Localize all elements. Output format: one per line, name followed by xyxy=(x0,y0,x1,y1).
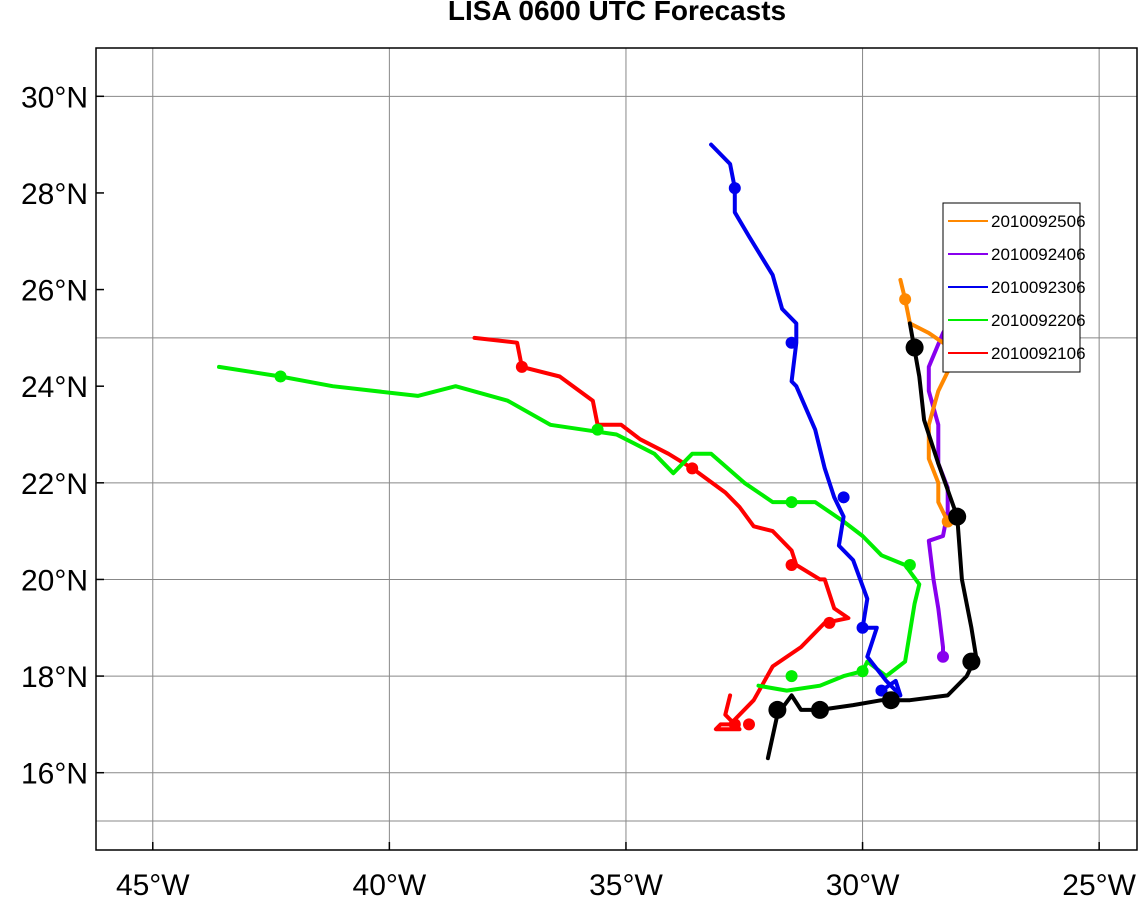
track-marker xyxy=(936,650,949,663)
track-marker xyxy=(728,182,741,195)
track-line xyxy=(472,335,851,732)
track-line xyxy=(217,364,922,693)
legend: 2010092506 2010092406 2010092306 2010092206… xyxy=(942,202,1086,373)
y-tick-label: 26°N xyxy=(21,275,88,308)
track-marker xyxy=(962,652,981,671)
track-marker xyxy=(686,462,699,475)
legend-label: 2010092506 xyxy=(991,212,1086,231)
track-marker xyxy=(785,670,798,683)
track-marker xyxy=(785,336,798,349)
track-marker xyxy=(903,558,916,571)
track-marker xyxy=(856,665,869,678)
track-marker xyxy=(948,507,967,526)
track-marker xyxy=(905,338,924,357)
track-marker xyxy=(785,496,798,509)
track-marker xyxy=(823,616,836,629)
track-marker xyxy=(591,423,604,436)
track-marker xyxy=(768,700,787,719)
track-marker xyxy=(728,718,741,731)
y-tick-label: 24°N xyxy=(21,371,88,404)
legend-label: 2010092106 xyxy=(991,344,1086,363)
x-tick-label: 45°W xyxy=(116,869,190,900)
x-tick-label: 35°W xyxy=(589,869,663,900)
y-tick-label: 20°N xyxy=(21,564,88,597)
legend-label: 2010092406 xyxy=(991,245,1086,264)
grid-lines xyxy=(96,48,1137,850)
y-tick-label: 30°N xyxy=(21,81,88,114)
forecast-tracks xyxy=(217,142,1059,761)
track-marker xyxy=(881,691,900,710)
y-tick-label: 18°N xyxy=(21,661,88,694)
legend-label: 2010092206 xyxy=(991,311,1086,330)
y-tick-label: 16°N xyxy=(21,758,88,791)
track-line xyxy=(709,142,903,698)
track-marker xyxy=(515,360,528,373)
axis-ticks: 45°W 40°W 35°W 30°W 25°W 16°N 18°N 20°N 22°N 24°N… xyxy=(21,81,1137,900)
track-marker xyxy=(274,370,287,383)
track-marker xyxy=(875,684,888,697)
track-line xyxy=(765,321,979,761)
track-marker xyxy=(899,293,912,306)
track-marker xyxy=(810,700,829,719)
legend-label: 2010092306 xyxy=(991,278,1086,297)
y-tick-label: 28°N xyxy=(21,178,88,211)
track-marker xyxy=(742,718,755,731)
y-tick-label: 22°N xyxy=(21,468,88,501)
x-tick-label: 30°W xyxy=(826,869,900,900)
track-marker xyxy=(785,558,798,571)
x-tick-label: 40°W xyxy=(353,869,427,900)
plot-frame xyxy=(95,47,1138,851)
chart-title: LISA 0600 UTC Forecasts xyxy=(448,0,786,26)
track-marker xyxy=(856,621,869,634)
x-tick-label: 25°W xyxy=(1062,869,1136,900)
track-marker xyxy=(837,491,850,504)
